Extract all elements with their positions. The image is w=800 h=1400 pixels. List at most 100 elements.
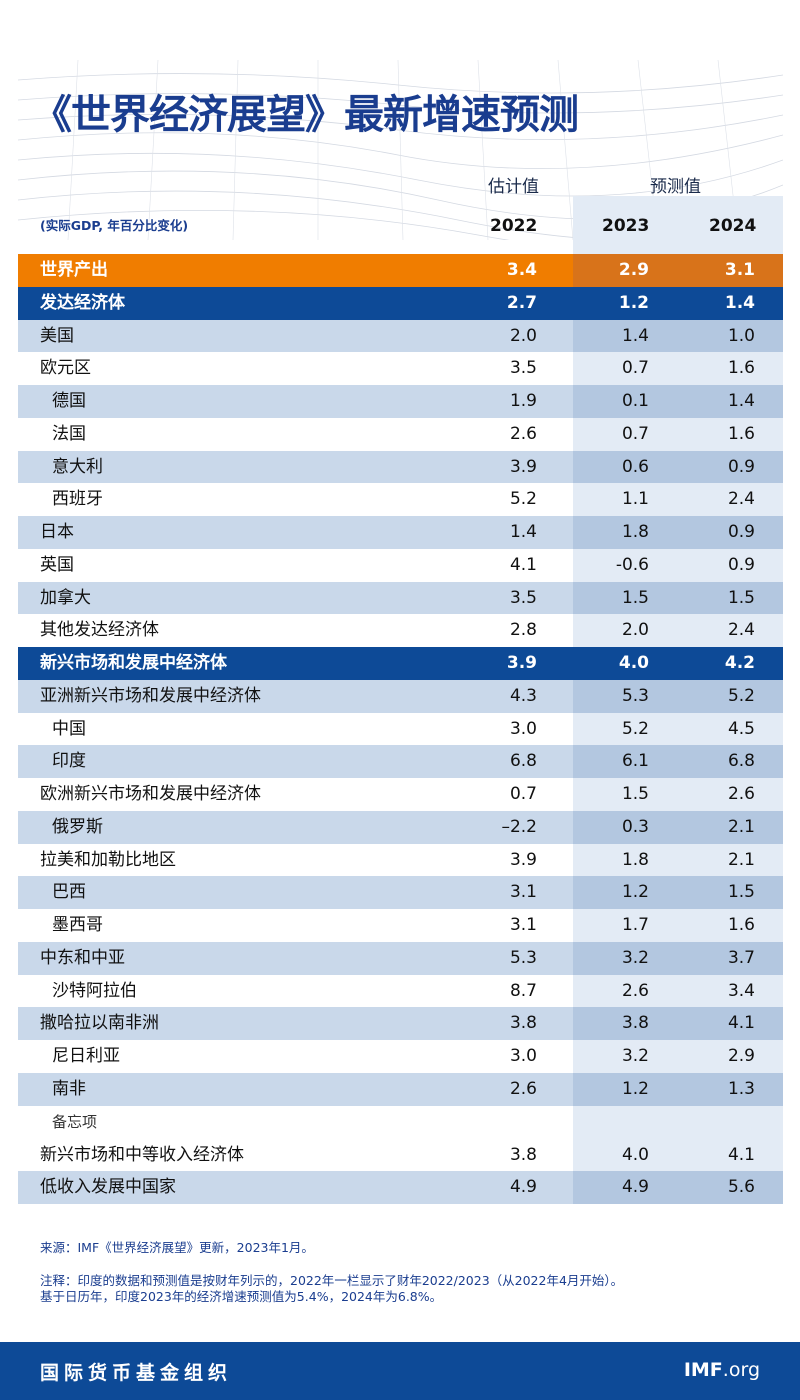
- cell-value: 1.5: [727, 882, 755, 903]
- cell-value: 5.3: [621, 685, 649, 706]
- row-label: 巴西: [52, 882, 86, 903]
- forecast-shade: [573, 581, 783, 615]
- forecast-shade: [573, 843, 783, 877]
- forecast-shade: [573, 450, 783, 484]
- row-label: 其他发达经济体: [40, 620, 159, 641]
- cell-value: 1.5: [621, 784, 649, 805]
- cell-value: 2.6: [509, 423, 537, 444]
- org-name: 国际货币基金组织: [40, 1362, 233, 1384]
- forecast-shade: [573, 810, 783, 844]
- cell-value: 2.6: [727, 784, 755, 805]
- table-row: 沙特阿拉伯 8.7 2.6 3.4: [18, 974, 783, 1008]
- cell-value: 3.0: [509, 1046, 537, 1067]
- cell-value: 3.1: [724, 260, 755, 280]
- row-label: 美国: [40, 325, 74, 346]
- cell-value: 4.9: [509, 1177, 537, 1198]
- row-label: 新兴市场和发展中经济体: [40, 653, 227, 674]
- cell-value: 5.2: [621, 718, 649, 739]
- forecast-shade: [573, 679, 783, 713]
- year: 2022: [490, 216, 538, 236]
- cell-value: 3.0: [509, 718, 537, 739]
- cell-value: 0.9: [727, 456, 755, 477]
- forecast-shade: [573, 319, 783, 353]
- cell-value: 4.1: [727, 1013, 755, 1034]
- forecast-shade: [573, 712, 783, 746]
- site-bold: IMF: [683, 1359, 723, 1381]
- table-row: 备忘项: [18, 1105, 783, 1139]
- forecast-shade: [573, 286, 783, 320]
- cell-value: 5.2: [509, 489, 537, 510]
- cell-value: 1.6: [727, 358, 755, 379]
- forecast-shade: [573, 778, 783, 812]
- table-row: 墨西哥 3.1 1.7 1.6: [18, 909, 783, 943]
- cell-value: 1.2: [618, 292, 649, 313]
- row-label: 日本: [40, 522, 74, 543]
- cell-value: 2.1: [727, 816, 755, 837]
- row-label: 印度: [52, 751, 86, 772]
- cell-value: 3.8: [509, 1013, 537, 1034]
- table-row: 尼日利亚 3.0 3.2 2.9: [18, 1040, 783, 1074]
- row-label: 西班牙: [52, 489, 103, 510]
- row-label: 亚洲新兴市场和发展中经济体: [40, 685, 261, 706]
- estimate-label: 估计值: [488, 177, 539, 197]
- row-label: 撒哈拉以南非洲: [40, 1013, 159, 1034]
- cell-value: 3.1: [509, 915, 537, 936]
- cell-value: 1.1: [621, 489, 649, 510]
- cell-value: 0.1: [621, 391, 649, 412]
- row-label: 低收入发展中国家: [40, 1177, 176, 1198]
- forecast-shade: [573, 385, 783, 419]
- cell-value: 3.7: [727, 947, 755, 968]
- table-row: 亚洲新兴市场和发展中经济体 4.3 5.3 5.2: [18, 679, 783, 713]
- cell-value: 2.0: [621, 620, 649, 641]
- cell-value: 0.7: [621, 423, 649, 444]
- cell-value: 3.1: [509, 882, 537, 903]
- wireframe-background: [18, 60, 783, 240]
- table-row: 低收入发展中国家 4.9 4.9 5.6: [18, 1171, 783, 1205]
- row-label: 新兴市场和中等收入经济体: [40, 1144, 244, 1165]
- row-label: 加拿大: [40, 587, 91, 608]
- cell-value: 1.7: [621, 915, 649, 936]
- row-label: 发达经济体: [40, 292, 125, 313]
- cell-value: 1.8: [621, 849, 649, 870]
- forecast-shade: [573, 876, 783, 910]
- note: 基于日历年，印度2023年的经济增速预测值为5.4%，2024年为6.8%。: [40, 1289, 443, 1304]
- table-row: 南非 2.6 1.2 1.3: [18, 1073, 783, 1106]
- row-label: 欧洲新兴市场和发展中经济体: [40, 784, 261, 805]
- cell-value: 5.6: [727, 1177, 755, 1198]
- cell-value: 3.4: [506, 260, 537, 280]
- cell-value: 1.5: [727, 587, 755, 608]
- row-label: 法国: [52, 423, 86, 444]
- row-label: 墨西哥: [52, 915, 103, 936]
- cell-value: 2.4: [727, 489, 755, 510]
- cell-value: 5.2: [727, 685, 755, 706]
- cell-value: 3.5: [509, 358, 537, 379]
- table-row: 西班牙 5.2 1.1 2.4: [18, 483, 783, 517]
- forecast-shade: [573, 548, 783, 582]
- cell-value: 0.7: [621, 358, 649, 379]
- cell-value: 8.7: [509, 980, 537, 1001]
- cell-value: 1.2: [621, 1079, 649, 1099]
- cell-value: 2.4: [727, 620, 755, 641]
- cell-value: 1.6: [727, 423, 755, 444]
- forecast-shade: [573, 1105, 783, 1139]
- row-label: 世界产出: [40, 260, 108, 280]
- table-row: 英国 4.1 -0.6 0.9: [18, 548, 783, 582]
- cell-value: 4.1: [727, 1144, 755, 1165]
- cell-value: 4.5: [727, 718, 755, 739]
- cell-value: 3.5: [509, 587, 537, 608]
- cell-value: 0.7: [509, 784, 537, 805]
- row-label: 沙特阿拉伯: [52, 980, 137, 1001]
- cell-value: 1.2: [621, 882, 649, 903]
- cell-value: 0.3: [621, 816, 649, 837]
- table-row: 新兴市场和中等收入经济体 3.8 4.0 4.1: [18, 1138, 783, 1172]
- cell-value: 3.2: [621, 947, 649, 968]
- cell-value: 2.6: [621, 980, 649, 1001]
- table-row: 欧洲新兴市场和发展中经济体 0.7 1.5 2.6: [18, 778, 783, 812]
- cell-value: 3.4: [727, 980, 755, 1001]
- cell-value: 6.1: [621, 751, 649, 772]
- forecast-shade: [573, 417, 783, 451]
- forecast-shade: [573, 941, 783, 975]
- cell-value: 2.6: [509, 1079, 537, 1099]
- cell-value: 1.4: [509, 522, 537, 543]
